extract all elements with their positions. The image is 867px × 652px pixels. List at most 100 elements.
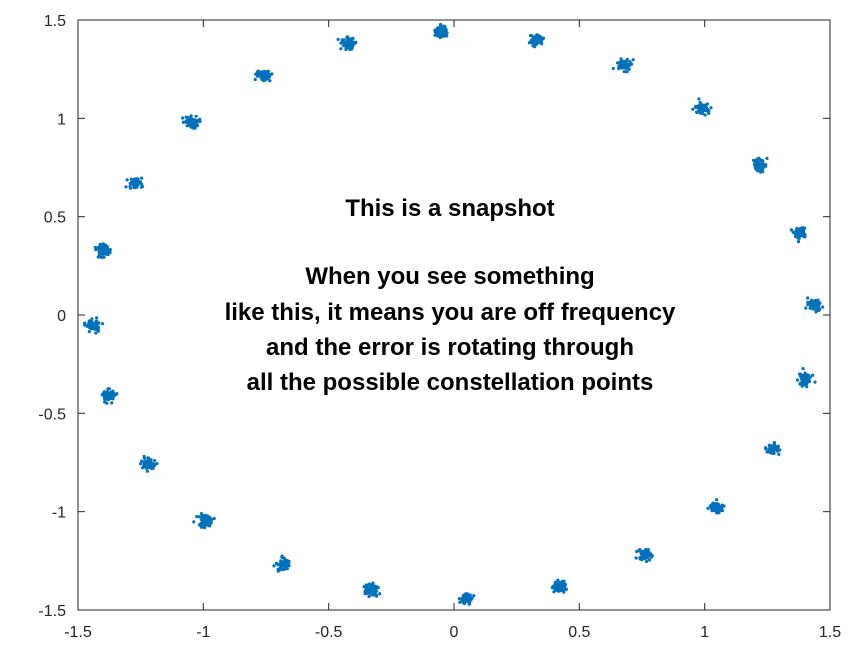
- data-point: [530, 34, 534, 38]
- data-point: [765, 156, 769, 160]
- data-point: [803, 226, 807, 230]
- constellation-cluster: [336, 35, 358, 52]
- data-point: [812, 305, 817, 309]
- data-point: [439, 26, 443, 30]
- constellation-cluster: [804, 296, 825, 314]
- data-point: [552, 590, 556, 594]
- constellation-cluster: [362, 581, 382, 599]
- data-point: [134, 177, 138, 181]
- data-point: [433, 33, 437, 37]
- data-point: [537, 39, 541, 43]
- data-point: [369, 590, 373, 594]
- data-point: [140, 176, 144, 180]
- data-point: [767, 449, 771, 453]
- data-point: [628, 60, 632, 64]
- data-point: [91, 322, 96, 326]
- data-point: [436, 26, 441, 30]
- data-point: [759, 163, 763, 168]
- data-point: [561, 584, 565, 588]
- data-point: [793, 231, 797, 236]
- data-point: [804, 306, 808, 310]
- data-point: [550, 586, 554, 590]
- constellation-cluster: [751, 156, 769, 174]
- data-point: [138, 462, 143, 466]
- data-point: [283, 564, 287, 568]
- data-point: [715, 498, 719, 502]
- data-point: [104, 397, 109, 401]
- data-point: [465, 593, 469, 598]
- data-point: [108, 392, 113, 396]
- data-point: [625, 59, 629, 63]
- data-point: [802, 235, 807, 239]
- constellation-cluster: [253, 69, 274, 83]
- constellation-cluster: [634, 547, 654, 564]
- data-point: [708, 504, 712, 508]
- data-point: [646, 554, 650, 559]
- data-point: [798, 228, 802, 232]
- data-point: [153, 459, 157, 463]
- data-point: [802, 383, 807, 387]
- data-point: [145, 460, 149, 465]
- data-point: [189, 118, 193, 122]
- data-point: [98, 248, 102, 252]
- data-point: [278, 567, 282, 571]
- data-point: [376, 585, 380, 590]
- data-point: [362, 585, 366, 589]
- data-point: [94, 331, 98, 335]
- data-point: [87, 325, 92, 330]
- data-point: [367, 588, 371, 592]
- data-point: [195, 121, 199, 125]
- data-point: [256, 69, 260, 73]
- data-point: [527, 41, 532, 45]
- data-point: [457, 597, 461, 601]
- data-point: [801, 367, 805, 371]
- data-point: [556, 578, 560, 582]
- data-point: [90, 325, 94, 329]
- data-point: [188, 122, 192, 126]
- data-point: [814, 310, 818, 314]
- data-point: [83, 323, 87, 327]
- data-point: [753, 162, 757, 166]
- data-point: [631, 58, 635, 62]
- data-point: [816, 298, 820, 302]
- constellation-cluster: [138, 454, 159, 473]
- data-point: [145, 469, 149, 473]
- data-point: [808, 306, 812, 310]
- constellation-cluster: [706, 498, 726, 515]
- data-point: [647, 550, 651, 554]
- data-point: [272, 564, 276, 568]
- data-point: [253, 77, 257, 82]
- data-point: [775, 449, 780, 453]
- x-tick-label: 0: [450, 624, 459, 641]
- data-point: [777, 452, 781, 456]
- data-point: [795, 235, 800, 239]
- data-point: [100, 255, 104, 259]
- data-point: [756, 160, 761, 164]
- data-point: [133, 181, 137, 185]
- data-point: [94, 324, 98, 328]
- data-point: [140, 459, 144, 463]
- data-point: [201, 515, 205, 519]
- data-point: [372, 591, 376, 595]
- data-point: [107, 387, 111, 391]
- data-point: [461, 594, 465, 598]
- y-tick-label: 1: [57, 111, 66, 128]
- data-point: [625, 70, 629, 74]
- data-point: [207, 521, 211, 525]
- x-tick-label: -1.5: [64, 624, 92, 641]
- constellation-cluster: [611, 57, 635, 74]
- data-point: [374, 589, 378, 593]
- data-point: [697, 97, 701, 101]
- data-point: [140, 185, 144, 189]
- data-point: [645, 559, 649, 564]
- data-points: [83, 22, 825, 606]
- x-tick-label: 1.5: [819, 624, 841, 641]
- constellation-cluster: [527, 33, 546, 49]
- data-point: [817, 307, 821, 311]
- data-point: [150, 461, 154, 465]
- data-point: [650, 554, 654, 558]
- data-point: [617, 66, 621, 71]
- data-point: [470, 596, 474, 600]
- data-point: [185, 124, 189, 128]
- data-point: [700, 103, 705, 107]
